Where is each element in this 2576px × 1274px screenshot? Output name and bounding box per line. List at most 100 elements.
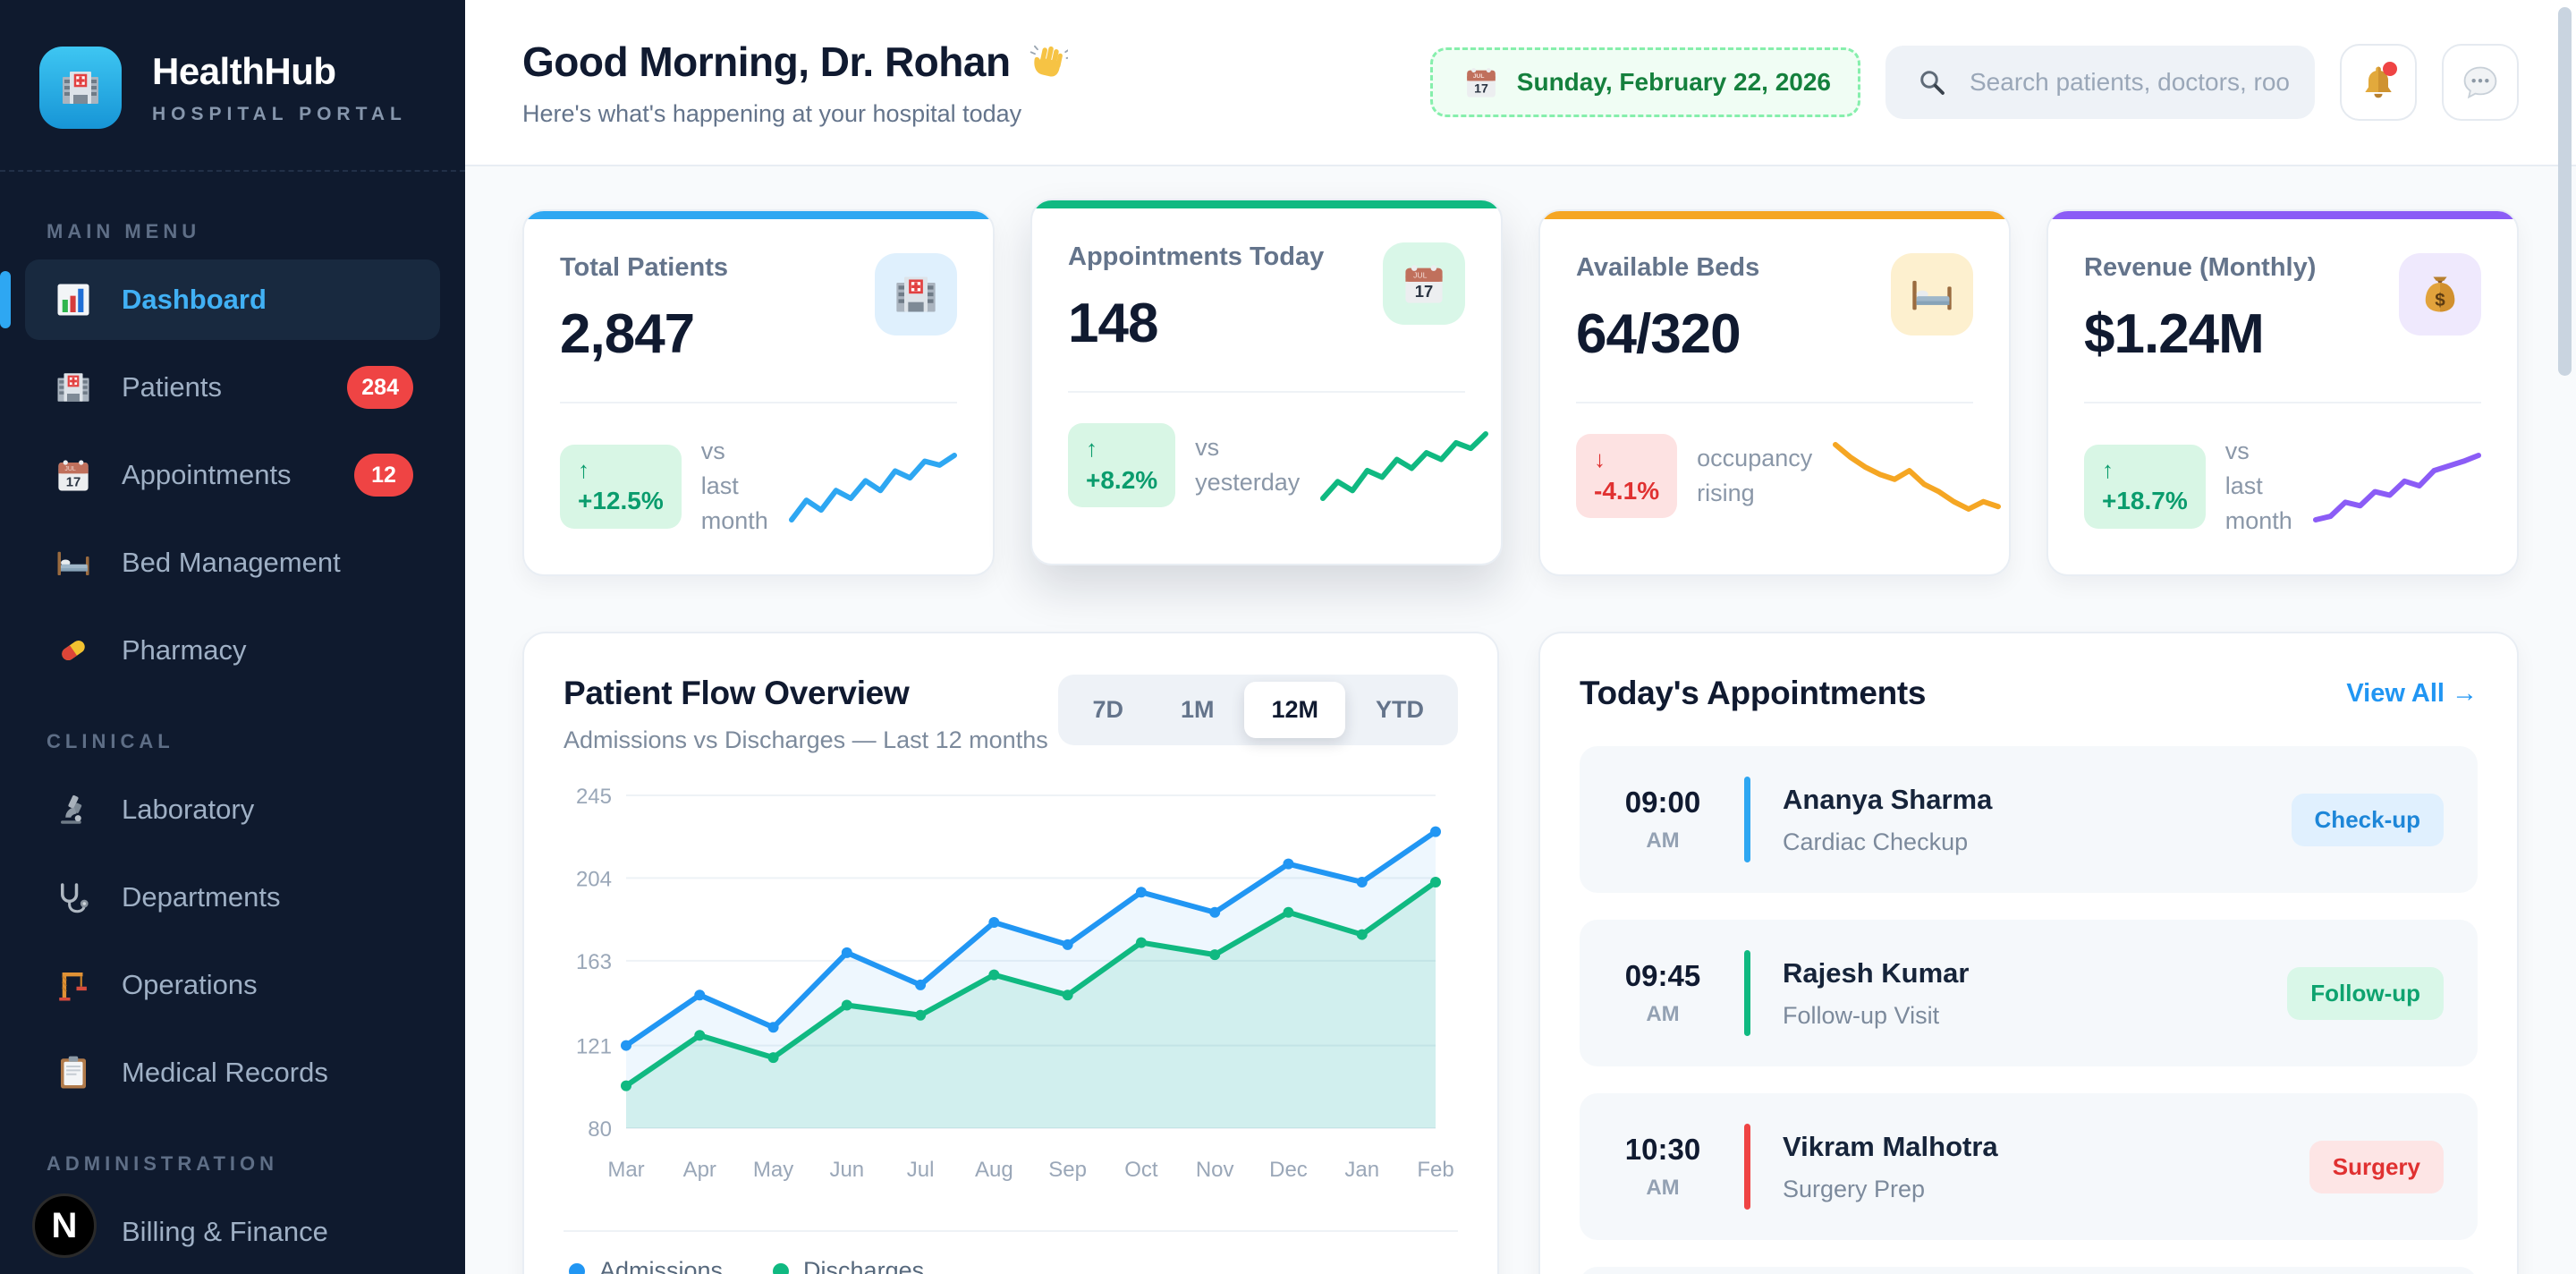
svg-text:204: 204 [576,868,612,892]
appointment-row-vikram-malhotra[interactable]: 10:30 AM Vikram Malhotra Surgery Prep Sur… [1580,1093,2478,1241]
search-box[interactable] [1885,46,2315,119]
change-pill: ↑ +8.2% [1068,423,1176,508]
patient-name: Ananya Sharma [1783,783,1993,815]
appointment-row-ananya-sharma[interactable]: 09:00 AM Ananya Sharma Cardiac Checkup Ch… [1580,746,2478,894]
sidebar-badge: 12 [354,454,413,497]
nextjs-dev-badge[interactable]: N [32,1193,97,1258]
legend-dot [569,1262,585,1274]
change-pill: ↓ -4.1% [1576,434,1678,519]
sidebar-item-bed-management[interactable]: Bed Management [25,522,440,603]
appointment-type: Surgery Prep [1783,1175,1926,1202]
change-note: vs last month [700,437,768,535]
messages-button[interactable] [2442,44,2519,121]
sidebar-item-pharmacy[interactable]: Pharmacy [25,610,440,691]
appointment-time: 09:00 AM [1624,786,1701,854]
view-all-link[interactable]: View All → [2346,678,2478,708]
appointment-time: 10:30 AM [1624,1133,1701,1201]
stat-label: Revenue (Monthly) [2084,253,2317,282]
vertical-scrollbar[interactable] [2558,7,2572,376]
search-input[interactable] [1970,68,2290,97]
card-divider [1068,391,1465,393]
page-title: Good Morning, Dr. Rohan [522,38,1405,86]
bed-icon [1891,253,1973,335]
appointment-row-priya-desai[interactable]: 11:15AM Priya Desai Neuro Consult Consul… [1580,1267,2478,1274]
sidebar-section-label: ADMINISTRATION [47,1152,279,1175]
stat-value: 64/320 [1576,303,1741,365]
sidebar-item-laboratory[interactable]: Laboratory [25,769,440,850]
appointments-panel: Today's Appointments View All → 09:00 AM … [1538,632,2519,1274]
app-name: HealthHub [152,50,336,92]
sparkline [1320,431,1489,502]
page-subtitle: Here's what's happening at your hospital… [522,99,1022,127]
patient-name: Rajesh Kumar [1783,956,1970,989]
legend-label: Admissions [599,1257,724,1274]
notification-dot [2383,62,2397,76]
stat-card-appointments-today[interactable]: Appointments Today 148 17 JUL ↑ +8.2% vs ye… [1030,199,1503,566]
legend-item-discharges: Discharges [773,1257,924,1274]
sidebar-item-patients[interactable]: Patients 284 [25,347,440,428]
svg-text:Oct: Oct [1124,1158,1158,1182]
appointment-row-rajesh-kumar[interactable]: 09:45 AM Rajesh Kumar Follow-up Visit Fol… [1580,920,2478,1067]
stat-value: 2,847 [560,303,695,365]
app-logo [39,47,122,129]
chart-legend: Admissions Discharges [564,1232,1458,1274]
sidebar-item-label: Laboratory [122,794,255,825]
legend-item-admissions: Admissions [569,1257,723,1274]
sidebar-item-label: Bed Management [122,547,341,578]
change-note: vs yesterday [1195,433,1301,497]
svg-text:Dec: Dec [1269,1158,1308,1182]
active-indicator [0,271,11,328]
chart-subtitle: Admissions vs Discharges — Last 12 month… [564,726,1048,754]
appointments-list: 09:00 AM Ananya Sharma Cardiac Checkup Ch… [1580,746,2478,1274]
stats-row: Total Patients 2,847 ↑ +12.5% vs last mont… [522,199,2519,577]
crane-icon [52,964,95,1006]
card-divider [1576,402,1973,403]
sidebar-item-medical-records[interactable]: Medical Records [25,1032,440,1113]
range-selector: 7D 1M 12M YTD [1058,675,1458,746]
sidebar-item-appointments[interactable]: 17 JUL Appointments 12 [25,435,440,515]
main-area: Good Morning, Dr. Rohan Here's what's ha… [465,0,2576,1274]
stat-value: 148 [1068,293,1158,354]
range-tab-ytd[interactable]: YTD [1376,696,1424,724]
sidebar-badge: 284 [347,366,413,409]
svg-text:17: 17 [66,475,81,489]
notifications-button[interactable] [2340,44,2417,121]
svg-text:Jun: Jun [829,1158,864,1182]
stat-card-available-beds[interactable]: Available Beds 64/320 ↓ -4.1% occupancy ri… [1538,209,2011,577]
sidebar-section-label: CLINICAL [47,730,174,752]
card-divider [2084,402,2481,403]
sidebar-item-departments[interactable]: Departments [25,857,440,938]
range-tab-7d[interactable]: 7D [1092,696,1123,724]
pill-icon [52,629,95,672]
calendar-icon: 17 JUL [52,454,95,497]
sidebar-section-label: MAIN MENU [47,220,201,242]
svg-text:Feb: Feb [1417,1158,1453,1182]
sidebar-item-operations[interactable]: Operations [25,945,440,1025]
stat-label: Appointments Today [1068,242,1325,271]
bar-chart-icon [52,278,95,321]
search-icon [1911,61,1953,104]
stat-card-revenue-monthly-[interactable]: Revenue (Monthly) $1.24M $ ↑ +18.7% vs las… [2046,209,2519,577]
card-accent-bar [1540,211,2009,219]
date-chip[interactable]: 17 JUL Sunday, February 22, 2026 [1429,47,1860,117]
sparkline [1833,442,2002,513]
stat-card-total-patients[interactable]: Total Patients 2,847 ↑ +12.5% vs last mont… [522,209,995,577]
svg-text:Sep: Sep [1048,1158,1087,1182]
svg-text:Mar: Mar [607,1158,644,1182]
sparkline [2312,452,2481,522]
sidebar-item-label: Medical Records [122,1057,328,1088]
legend-divider [564,1230,1458,1233]
svg-text:245: 245 [576,785,612,809]
svg-text:Jul: Jul [907,1158,935,1182]
card-divider [560,402,957,403]
range-tab-12m[interactable]: 12M [1244,682,1345,739]
chart-title: Patient Flow Overview [564,675,910,712]
sidebar-item-label: Appointments [122,459,292,490]
sidebar-item-dashboard[interactable]: Dashboard [0,259,440,340]
card-accent-bar [1032,200,1501,208]
patient-flow-chart: 245 204 163 121 80 Mar Apr May Jun Jul Aug Sep Oct No… [576,785,1454,1182]
patient-flow-panel: Patient Flow Overview Admissions vs Disc… [522,632,1499,1274]
content: Total Patients 2,847 ↑ +12.5% vs last mont… [465,166,2576,1274]
range-tab-1m[interactable]: 1M [1180,696,1215,724]
svg-text:17: 17 [1415,282,1433,301]
